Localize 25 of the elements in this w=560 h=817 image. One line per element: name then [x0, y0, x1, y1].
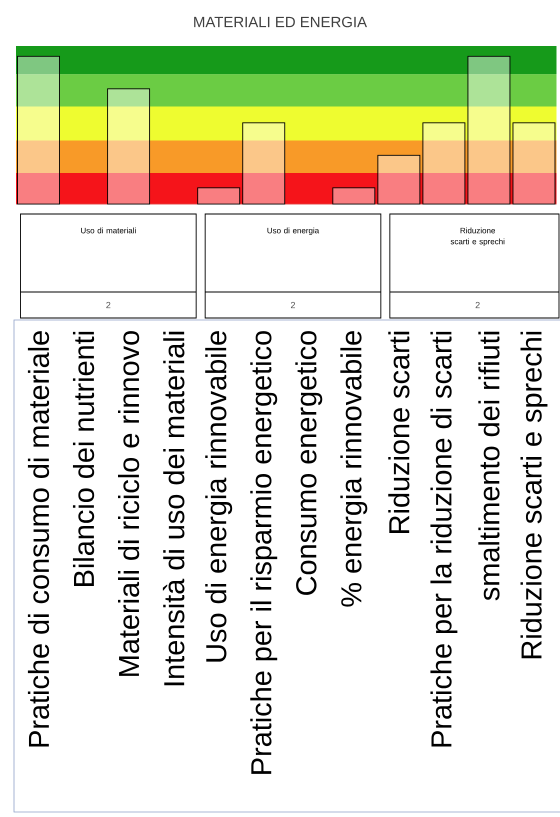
text: 2 — [290, 302, 296, 308]
bar — [377, 154, 420, 204]
x-tick-label: Bilancio dei nutrienti — [72, 332, 94, 586]
bar — [197, 187, 240, 204]
bar — [107, 88, 150, 204]
text: 2 — [106, 302, 110, 308]
x-tick-label: Pratiche per il risparmio energetico — [250, 331, 278, 774]
x-tick-label: Riduzione scarti — [388, 332, 410, 533]
bar — [242, 122, 286, 204]
x-tick-label: Intensità di uso dei materiali — [162, 332, 184, 686]
bar — [467, 56, 510, 204]
x-tick-label: Riduzione scarti e sprechi — [520, 332, 548, 658]
x-tick-label: smaltimento dei rifiuti — [478, 332, 500, 600]
x-tick-label: % energia rinnovabile — [340, 331, 368, 607]
bar — [332, 187, 376, 204]
bar — [422, 122, 466, 204]
bar — [17, 56, 60, 204]
chart-title: MATERIALI ED ENERGIA — [194, 16, 368, 28]
x-tick-label: Uso di energia rinnovabile — [205, 331, 232, 662]
bar — [512, 122, 556, 204]
x-tick-label: Materiali di riciclo e rinnovo — [118, 331, 140, 676]
text: 2 — [476, 302, 480, 308]
x-tick-label: Consumo energetico — [295, 331, 322, 595]
x-tick-label: Pratiche di consumo di materiale — [28, 331, 50, 747]
x-tick-label: Pratiche per la riduzione di scarti — [430, 332, 458, 747]
